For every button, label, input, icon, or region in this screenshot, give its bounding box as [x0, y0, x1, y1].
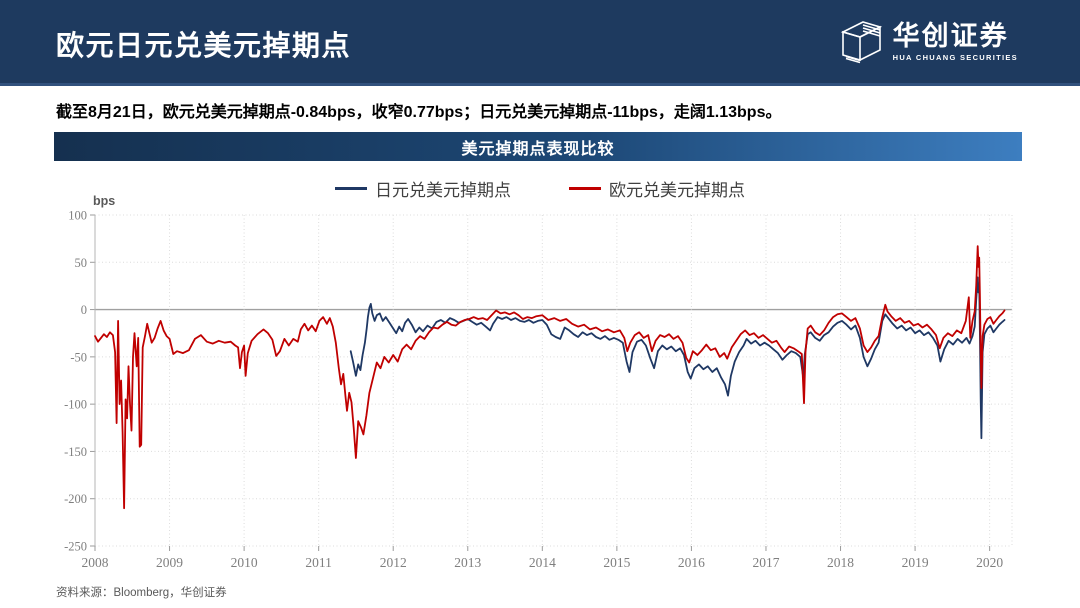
y-tick-label: -50: [70, 350, 87, 364]
x-tick-label: 2020: [976, 555, 1003, 570]
x-tick-label: 2013: [454, 555, 481, 570]
y-axis-unit-label: bps: [93, 194, 116, 208]
x-tick-label: 2012: [380, 555, 407, 570]
x-tick-label: 2014: [529, 555, 556, 570]
y-tick-label: 50: [75, 256, 88, 270]
cube-icon: [840, 21, 882, 64]
y-tick-label: -100: [64, 398, 87, 412]
series-line-0: [349, 276, 1006, 440]
data-source-note: 资料来源：Bloomberg，华创证券: [56, 587, 227, 599]
page-title: 欧元日元兑美元掉期点: [56, 30, 352, 61]
y-tick-label: 100: [68, 209, 87, 223]
y-tick-label: 0: [81, 303, 87, 317]
series-line-1: [94, 245, 1006, 510]
legend-item-jpy: 日元兑美元掉期点: [335, 176, 511, 201]
x-tick-label: 2009: [156, 555, 183, 570]
legend-item-eur: 欧元兑美元掉期点: [569, 176, 745, 201]
x-tick-label: 2011: [305, 555, 332, 570]
x-tick-label: 2015: [603, 555, 630, 570]
legend-line-jpy-icon: [335, 186, 367, 190]
legend-line-eur-icon: [569, 186, 601, 190]
company-logo: 华创证券 HUA CHUANG SECURITIES: [839, 18, 1018, 64]
chart-legend: 日元兑美元掉期点 欧元兑美元掉期点: [0, 176, 1080, 200]
x-tick-label: 2017: [752, 555, 779, 570]
y-tick-label: -150: [64, 445, 87, 459]
section-banner: 美元掉期点表现比较: [54, 132, 1022, 161]
x-tick-label: 2018: [827, 555, 854, 570]
x-tick-label: 2016: [678, 555, 705, 570]
legend-label-jpy: 日元兑美元掉期点: [375, 180, 511, 200]
summary-text: 截至8月21日，欧元兑美元掉期点-0.84bps，收窄0.77bps；日元兑美元…: [56, 104, 782, 121]
x-tick-label: 2019: [902, 555, 929, 570]
logo-subname: HUA CHUANG SECURITIES: [892, 52, 1018, 62]
y-tick-label: -200: [64, 492, 87, 506]
x-tick-label: 2008: [82, 555, 109, 570]
logo-name: 华创证券: [892, 20, 1009, 51]
section-banner-title: 美元掉期点表现比较: [461, 140, 615, 158]
header-bar: 欧元日元兑美元掉期点 华创证券 HUA CHUANG SECURITIES: [0, 0, 1080, 86]
legend-label-eur: 欧元兑美元掉期点: [609, 180, 745, 200]
logo-text: 华创证券 HUA CHUANG SECURITIES: [893, 21, 1018, 62]
y-tick-label: -250: [64, 540, 87, 554]
x-tick-label: 2010: [231, 555, 258, 570]
